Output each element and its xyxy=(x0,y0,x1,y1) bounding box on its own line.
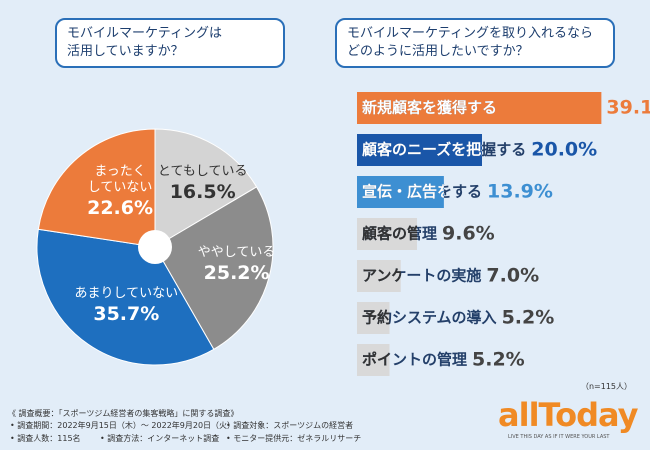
pie-label: まったく していない 22.6% xyxy=(87,164,153,220)
value-label: 9.6% xyxy=(442,223,495,245)
value-label: 5.2% xyxy=(502,307,555,329)
bar-category: 予約システムの導入 xyxy=(362,309,497,327)
bar-category: 新規顧客を獲得する xyxy=(362,99,497,117)
pie-label: ややしている 25.2% xyxy=(198,245,276,285)
survey-item: • 調査方法：インターネット調査 xyxy=(100,434,220,443)
pie-value: 22.6% xyxy=(87,197,154,220)
bar xyxy=(357,302,390,334)
value-label: 39.1% xyxy=(606,97,650,119)
pie-label: あまりしていない 35.7% xyxy=(75,286,179,326)
survey-item: • 調査人数：115名 xyxy=(10,434,81,443)
pie-value: 35.7% xyxy=(93,303,160,326)
pie-label: とてもしている 16.5% xyxy=(158,164,248,204)
bar xyxy=(357,260,401,292)
survey-title: 《 調査概要：「スポーツジム経営者の集客戦略」に関する調査》 xyxy=(8,409,239,418)
bar-category: 新規顧客を獲得する xyxy=(362,99,497,117)
pie-category: あまりしていない xyxy=(74,286,179,302)
bar-category: 宣伝・広告をする xyxy=(362,183,482,201)
survey-item: • モニター提供元：ゼネラルリサーチ xyxy=(226,434,362,443)
value-label: 20.0% xyxy=(531,139,597,161)
title-line: 活用していますか？ xyxy=(67,44,184,59)
pie-value: 25.2% xyxy=(203,262,270,285)
pie-value: 16.5% xyxy=(169,181,236,204)
bar-category: 顧客のニーズを把握する xyxy=(362,141,526,159)
bar-category: ポイントの管理 xyxy=(362,351,467,369)
pie-slice xyxy=(154,186,274,350)
bar xyxy=(357,176,444,208)
bar xyxy=(357,218,417,250)
pie-category: とてもしている xyxy=(157,164,248,180)
survey-item: • 調査対象：スポーツジムの経営者 xyxy=(226,421,354,430)
pie-category: まったく していない xyxy=(87,164,153,196)
bar-category: 宣伝・広告をする xyxy=(362,183,482,201)
value-label: 7.0% xyxy=(486,265,539,287)
bar-category: 顧客の管理 xyxy=(362,225,437,243)
pie-title: モバイルマーケティングは 活用していますか？ xyxy=(55,18,285,68)
value-label: 5.2% xyxy=(472,349,525,371)
bar-category: アンケートの実施 xyxy=(362,267,481,285)
bar-category: ポイントの管理 xyxy=(362,351,467,369)
pie-slice xyxy=(36,228,215,366)
bar xyxy=(357,134,482,166)
sample-note: （n=115人） xyxy=(580,382,632,391)
bar-category: 予約システムの導入 xyxy=(362,309,497,327)
logo: allToday xyxy=(498,396,638,434)
tagline: LIVE THIS DAY AS IF IT WERE YOUR LAST xyxy=(508,434,610,440)
pie-slice xyxy=(154,128,258,248)
bar-category: 顧客のニーズを把握する xyxy=(362,141,526,159)
pie-slice xyxy=(37,128,156,248)
bar-title: モバイルマーケティングを取り入れるなら どのように活用したいですか？ xyxy=(335,18,615,68)
donut-hole xyxy=(138,230,172,264)
pie-category: ややしている xyxy=(197,245,276,261)
title-line: どのように活用したいですか？ xyxy=(347,44,529,59)
bar-category: アンケートの実施 xyxy=(362,267,481,285)
value-label: 13.9% xyxy=(487,181,553,203)
survey-item: • 調査期間：2022年9月15日（木）～ 2022年9月20日（火） xyxy=(10,421,236,430)
bar xyxy=(357,92,602,124)
title-line: モバイルマーケティングは xyxy=(67,26,222,41)
bar xyxy=(357,344,390,376)
title-line: モバイルマーケティングを取り入れるなら xyxy=(347,26,593,41)
bar-category: 顧客の管理 xyxy=(362,225,437,243)
